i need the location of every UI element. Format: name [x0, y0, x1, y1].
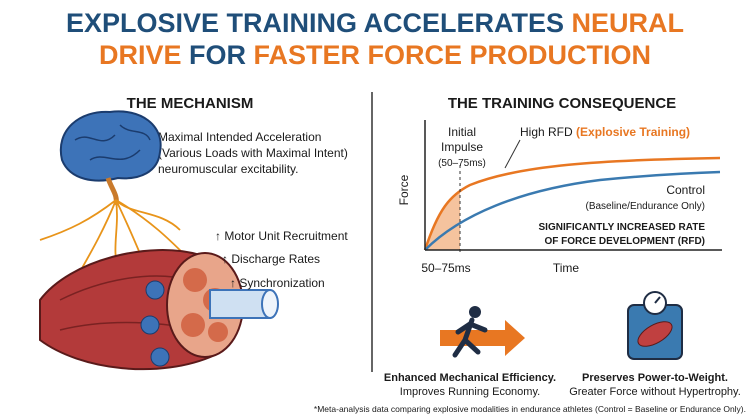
- axis-label: Force: [397, 174, 411, 205]
- effect: ↑ Synchronization: [230, 276, 325, 290]
- impulse-label: (50–75ms): [438, 158, 486, 169]
- effect: ↑ Discharge Rates: [222, 252, 320, 266]
- title-line: DRIVE FOR FASTER FORCE PRODUCTION: [99, 40, 651, 70]
- benefit-text: Greater Force without Hypertrophy.: [569, 386, 741, 398]
- title-part: DRIVE: [99, 40, 182, 70]
- brain-icon: [59, 110, 162, 206]
- axis-label: Time: [553, 261, 580, 275]
- section-heading: THE MECHANISM: [127, 95, 254, 112]
- series-label: Control: [666, 183, 705, 197]
- title-line: EXPLOSIVE TRAINING ACCELERATES NEURAL: [66, 8, 684, 38]
- series-label: High RFD (Explosive Training): [520, 125, 690, 139]
- impulse-label: Initial: [448, 125, 476, 139]
- title-part: EXPLOSIVE TRAINING ACCELERATES: [66, 8, 564, 38]
- benefit-title: Enhanced Mechanical Efficiency.: [384, 372, 556, 384]
- series-note: (Baseline/Endurance Only): [585, 201, 705, 212]
- muscle-illustration: [39, 249, 279, 371]
- description: (Various Loads with Maximal Intent): [158, 146, 348, 160]
- benefit-text: Improves Running Economy.: [400, 386, 540, 398]
- rfd-graph: [423, 120, 722, 252]
- benefit-title: Preserves Power-to-Weight.: [582, 372, 728, 384]
- title-part: FOR: [189, 40, 246, 70]
- title-part: FASTER FORCE PRODUCTION: [254, 40, 652, 70]
- description: neuromuscular excitability.: [158, 162, 299, 176]
- series-name: High RFD: [520, 125, 573, 139]
- callout: OF FORCE DEVELOPMENT (RFD): [544, 236, 705, 247]
- footnote: *Meta-analysis data comparing explosive …: [314, 404, 746, 414]
- impulse-label: Impulse: [441, 140, 483, 154]
- callout: SIGNIFICANTLY INCREASED RATE: [539, 222, 706, 233]
- effect: ↑ Motor Unit Recruitment: [215, 229, 348, 243]
- runner-icon: [440, 306, 525, 358]
- axis-marker: 50–75ms: [421, 261, 470, 275]
- title-part: NEURAL: [572, 8, 685, 38]
- series-note: (Explosive Training): [576, 125, 690, 139]
- muscle-scale-icon: [627, 291, 683, 360]
- description: Maximal Intended Acceleration: [158, 130, 321, 144]
- section-heading: THE TRAINING CONSEQUENCE: [448, 95, 676, 112]
